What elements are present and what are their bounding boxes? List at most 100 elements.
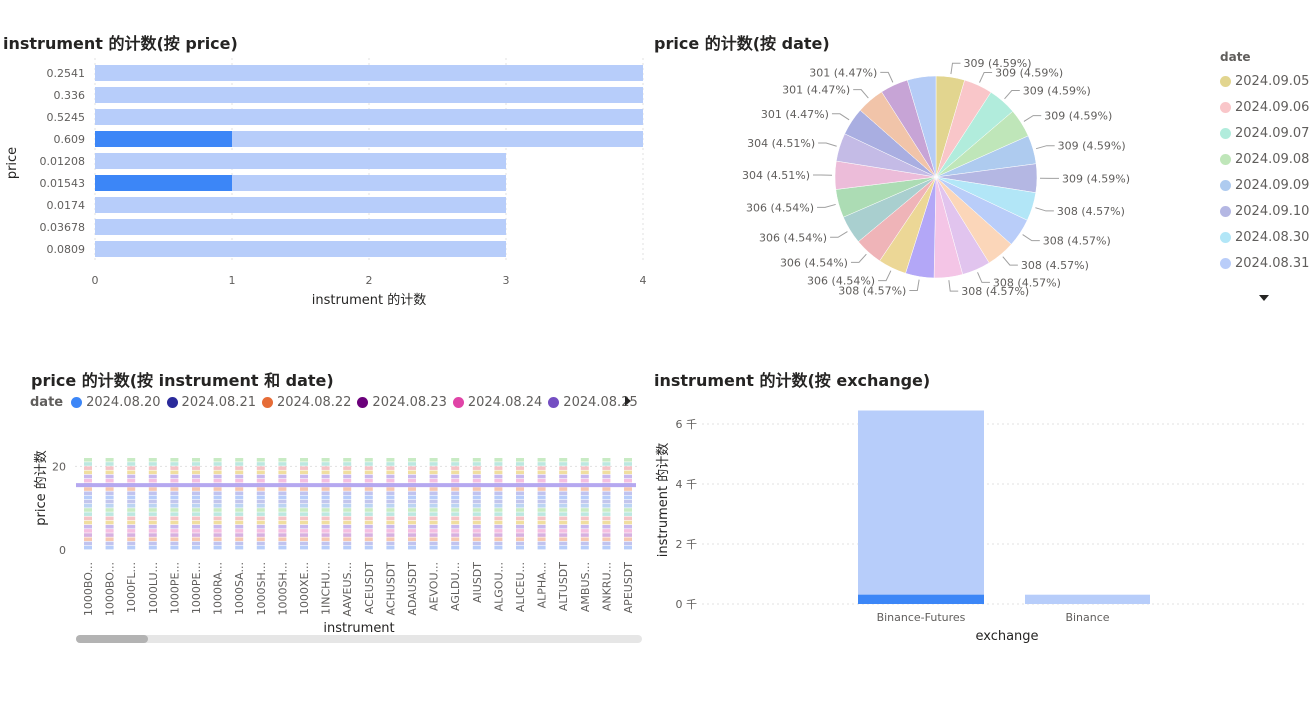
bar-segment[interactable]	[256, 524, 265, 529]
bar-segment[interactable]	[602, 537, 611, 542]
bar-segment[interactable]	[516, 491, 524, 496]
bar-segment[interactable]	[537, 533, 546, 537]
bar-segment[interactable]	[170, 516, 179, 521]
chart2-pie-chart[interactable]: 309 (4.59%)309 (4.59%)309 (4.59%)309 (4.…	[740, 50, 1140, 310]
bar-segment[interactable]	[537, 495, 546, 500]
bar-segment[interactable]	[494, 516, 503, 521]
bar-segment[interactable]	[278, 474, 287, 479]
bar-segment[interactable]	[278, 495, 287, 500]
bar-segment[interactable]	[170, 478, 179, 483]
bar-segment[interactable]	[256, 529, 265, 533]
bar-segment[interactable]	[429, 520, 438, 525]
bar-segment[interactable]	[235, 487, 244, 491]
bar-segment[interactable]	[105, 487, 114, 491]
bar-segment[interactable]	[300, 495, 308, 500]
bar-segment[interactable]	[494, 512, 503, 516]
bar-segment[interactable]	[278, 545, 287, 550]
bar-segment[interactable]	[192, 487, 200, 491]
bar-segment[interactable]	[84, 495, 92, 500]
bar-segment[interactable]	[559, 520, 568, 525]
bar-segment[interactable]	[580, 487, 589, 491]
bar-segment[interactable]	[256, 458, 265, 462]
bar-segment[interactable]	[364, 462, 373, 466]
bar-segment[interactable]	[127, 462, 136, 466]
bar-segment[interactable]	[494, 470, 503, 475]
bar-segment[interactable]	[559, 462, 568, 466]
bar-segment[interactable]	[580, 529, 589, 533]
bar-segment[interactable]	[321, 533, 330, 537]
bar-segment[interactable]	[451, 533, 460, 537]
bar-segment[interactable]	[537, 516, 546, 521]
bar[interactable]	[95, 153, 506, 169]
bar-segment[interactable]	[84, 491, 92, 496]
bar-segment[interactable]	[624, 541, 632, 546]
bar-segment[interactable]	[148, 512, 157, 516]
bar-segment[interactable]	[559, 541, 568, 546]
bar-segment[interactable]	[84, 524, 92, 529]
bar-segment[interactable]	[300, 512, 308, 516]
chart1-bar-chart[interactable]: 0 1 2 3 4 0.2541 0.336 0.5245 0.609 0.01208 0.0154…	[0, 50, 660, 315]
bar-segment[interactable]	[192, 541, 200, 546]
bar-segment[interactable]	[105, 520, 114, 525]
bar-segment[interactable]	[343, 466, 352, 470]
bar-segment[interactable]	[580, 512, 589, 516]
bar-segment[interactable]	[516, 504, 524, 508]
bar-segment[interactable]	[148, 499, 157, 504]
horizontal-scrollbar[interactable]	[76, 635, 642, 643]
bar-segment[interactable]	[516, 495, 524, 500]
bar-segment[interactable]	[256, 520, 265, 525]
bar-segment[interactable]	[429, 458, 438, 462]
bar-segment[interactable]	[559, 545, 568, 550]
bar-segment[interactable]	[537, 458, 546, 462]
bar-segment[interactable]	[602, 508, 611, 512]
bar-segment[interactable]	[537, 487, 546, 491]
bar-segment[interactable]	[537, 524, 546, 529]
bar-segment[interactable]	[235, 508, 244, 512]
bar-segment[interactable]	[580, 533, 589, 537]
bar-segment[interactable]	[278, 499, 287, 504]
bar-segment[interactable]	[537, 541, 546, 546]
bar-segment[interactable]	[537, 512, 546, 516]
bar-segment[interactable]	[516, 508, 524, 512]
bar-segment[interactable]	[213, 508, 222, 512]
bar-segment[interactable]	[429, 524, 438, 529]
bar-segment[interactable]	[408, 487, 416, 491]
bar-segment[interactable]	[429, 499, 438, 504]
bar-segment[interactable]	[580, 478, 589, 483]
bar-segment[interactable]	[494, 520, 503, 525]
bar-segment[interactable]	[278, 512, 287, 516]
bar-segment[interactable]	[516, 520, 524, 525]
bar-segment[interactable]	[278, 491, 287, 496]
bar-segment[interactable]	[343, 524, 352, 529]
bar-segment[interactable]	[343, 462, 352, 466]
bar-segment[interactable]	[170, 545, 179, 550]
bar-segment[interactable]	[192, 478, 200, 483]
bar-segment[interactable]	[235, 537, 244, 542]
bar-segment[interactable]	[408, 541, 416, 546]
bar-segment[interactable]	[408, 466, 416, 470]
bar-segment[interactable]	[580, 470, 589, 475]
bar-segment[interactable]	[84, 520, 92, 525]
bar-segment[interactable]	[192, 516, 200, 521]
bar-segment[interactable]	[148, 516, 157, 521]
bar-segment[interactable]	[148, 487, 157, 491]
bar-segment[interactable]	[105, 504, 114, 508]
chart3-stacked-bar-chart[interactable]: 0 20 1000BO... 1000BO... 1000FL... 1000LU... 1…	[0, 420, 650, 635]
bar-segment[interactable]	[300, 478, 308, 483]
bar-segment[interactable]	[321, 495, 330, 500]
bar-segment[interactable]	[624, 470, 632, 475]
bar-segment[interactable]	[256, 495, 265, 500]
bar-segment[interactable]	[148, 474, 157, 479]
bar-segment[interactable]	[300, 491, 308, 496]
bar-segment[interactable]	[602, 495, 611, 500]
bar-segment[interactable]	[170, 520, 179, 525]
bar-segment[interactable]	[472, 524, 481, 529]
bar-segment[interactable]	[451, 462, 460, 466]
bar-segment[interactable]	[148, 508, 157, 512]
bar-segment[interactable]	[235, 541, 244, 546]
bar-segment[interactable]	[408, 545, 416, 550]
bar-segment[interactable]	[386, 541, 395, 546]
bar-segment[interactable]	[386, 487, 395, 491]
bar-segment[interactable]	[364, 504, 373, 508]
bar-segment[interactable]	[300, 537, 308, 542]
